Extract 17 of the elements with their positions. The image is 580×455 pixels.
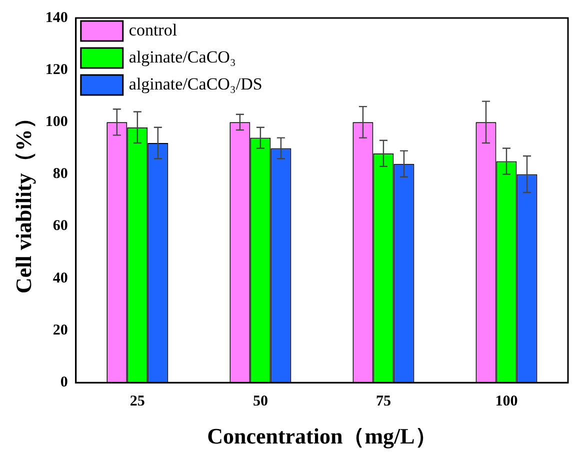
x-tick-label: 100 bbox=[495, 393, 518, 410]
y-tick-label: 120 bbox=[45, 62, 68, 78]
legend-label: alginate/CaCO₃/DS bbox=[128, 74, 262, 94]
x-tick-label: 25 bbox=[130, 393, 145, 410]
y-tick-label: 80 bbox=[52, 166, 68, 182]
y-tick-label: 0 bbox=[60, 374, 68, 390]
x-axis-title: Concentration（mg/L） bbox=[207, 423, 437, 448]
y-axis-title: Cell viability（%） bbox=[10, 107, 36, 294]
y-tick-label: 100 bbox=[45, 114, 68, 130]
x-tick-label: 50 bbox=[252, 393, 268, 410]
y-tick-label: 60 bbox=[52, 218, 68, 234]
y-tick-label: 140 bbox=[45, 10, 68, 26]
y-tick-label: 20 bbox=[52, 322, 68, 338]
y-tick-label: 40 bbox=[52, 270, 68, 286]
x-tick-label: 75 bbox=[376, 393, 391, 410]
legend-label: alginate/CaCO₃ bbox=[128, 47, 236, 66]
legend-label: control bbox=[128, 20, 178, 40]
